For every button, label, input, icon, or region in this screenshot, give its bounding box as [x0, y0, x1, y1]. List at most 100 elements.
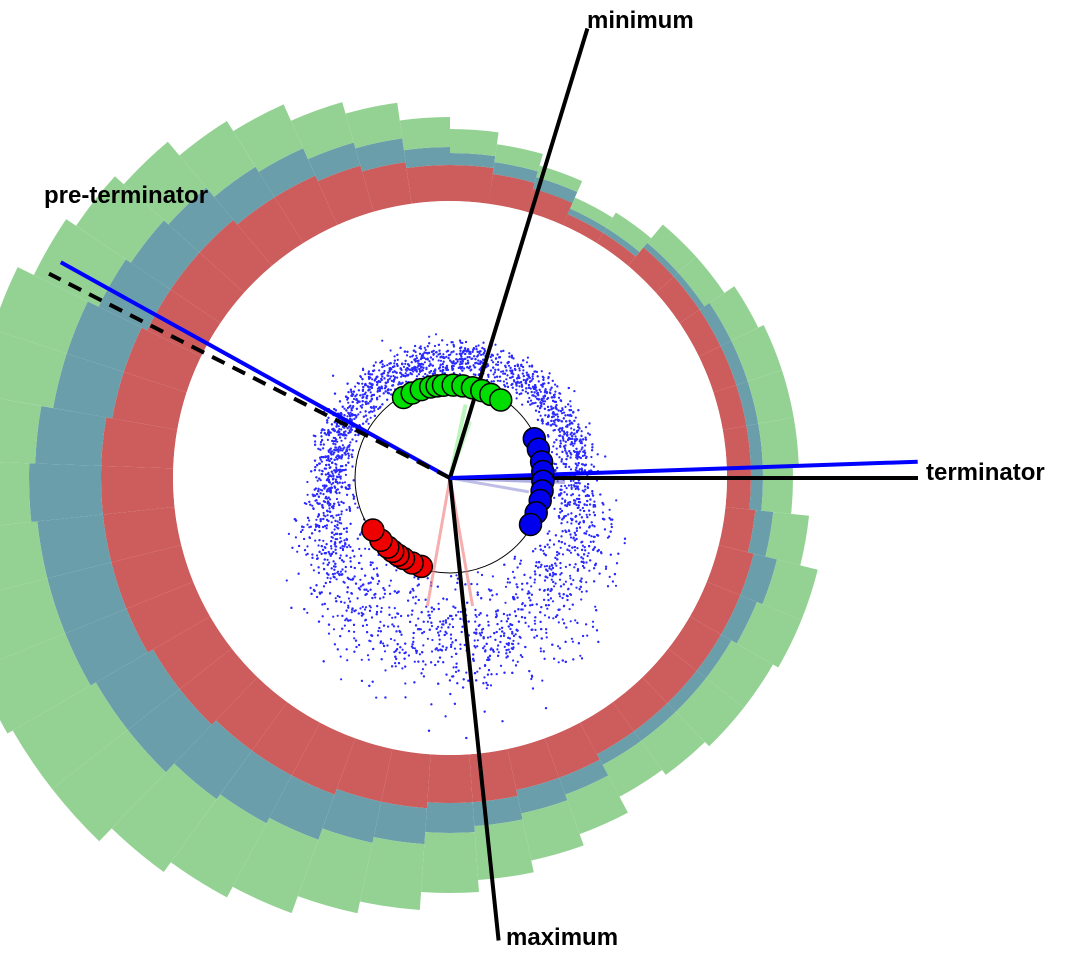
scatter-dot: [580, 560, 583, 563]
scatter-dot: [388, 606, 391, 609]
scatter-dot: [319, 458, 322, 461]
scatter-dot: [319, 448, 322, 451]
scatter-dot: [588, 569, 591, 572]
hist-bar-green-24: [297, 828, 373, 914]
scatter-dot: [536, 375, 539, 378]
scatter-dot: [356, 597, 359, 600]
scatter-dot: [442, 369, 445, 372]
scatter-dot: [346, 406, 349, 410]
scatter-dot: [333, 524, 336, 528]
scatter-dot: [357, 389, 360, 392]
scatter-dot: [534, 564, 538, 568]
scatter-dot: [483, 349, 486, 352]
scatter-dot: [311, 556, 314, 560]
scatter-dot: [333, 572, 336, 575]
scatter-dot: [426, 637, 429, 640]
scatter-dot: [486, 636, 490, 639]
scatter-dot: [432, 349, 435, 352]
scatter-dot: [561, 596, 564, 600]
scatter-dot: [347, 544, 351, 547]
scatter-dot: [391, 623, 394, 626]
scatter-dot: [498, 356, 501, 359]
scatter-dot: [585, 504, 589, 507]
scatter-dot: [457, 610, 460, 614]
scatter-dot: [367, 370, 370, 373]
scatter-dot: [336, 488, 339, 491]
scatter-dot: [384, 381, 387, 384]
scatter-dot: [575, 469, 578, 472]
scatter-dot: [506, 614, 509, 617]
hist-bar-red-3: [562, 213, 604, 244]
scatter-dot: [562, 462, 565, 465]
scatter-dot: [351, 465, 354, 468]
scatter-dot: [470, 368, 473, 371]
scatter-dot: [570, 512, 573, 515]
scatter-dot: [431, 638, 434, 642]
scatter-dot: [589, 559, 592, 562]
hist-bar-teal-41: [258, 148, 316, 198]
scatter-dot: [568, 608, 571, 611]
scatter-dot: [497, 368, 500, 371]
scatter-dot: [348, 448, 351, 451]
scatter-dot: [434, 333, 438, 336]
hist-bar-red-27: [215, 677, 288, 751]
scatter-dot: [560, 522, 563, 525]
scatter-dot: [519, 562, 522, 565]
scatter-dot: [404, 665, 407, 668]
scatter-dot: [571, 546, 574, 549]
scatter-dot: [313, 459, 317, 462]
scatter-dot: [333, 576, 336, 579]
scatter-dot: [583, 490, 586, 493]
scatter-dot: [555, 564, 558, 567]
scatter-dot: [580, 577, 583, 580]
scatter-dot: [325, 433, 328, 436]
scatter-dot: [437, 359, 440, 362]
scatter-dot: [479, 612, 482, 615]
hist-bar-teal-29: [95, 649, 180, 730]
scatter-dot: [364, 606, 368, 609]
hist-bar-green-35: [0, 331, 67, 409]
hist-bar-green-47: [536, 165, 583, 193]
scatter-dot: [548, 574, 552, 577]
scatter-dot: [458, 339, 462, 342]
scatter-dot: [520, 380, 523, 384]
scatter-dot: [516, 596, 519, 599]
scatter-dot: [339, 546, 342, 550]
scatter-dot: [366, 394, 369, 397]
scatter-dot: [511, 375, 514, 378]
scatter-dot: [527, 590, 530, 593]
scatter-dot: [411, 646, 415, 650]
scatter-dot: [548, 391, 552, 394]
scatter-dot: [337, 450, 340, 453]
scatter-dot: [576, 457, 579, 460]
hist-bar-teal-38: [130, 220, 200, 290]
scatter-dot: [565, 505, 569, 508]
hist-bar-green-44: [399, 117, 450, 151]
scatter-dot: [341, 548, 345, 552]
scatter-dot: [379, 380, 382, 383]
scatter-dot: [584, 438, 588, 441]
scatter-dot: [553, 496, 556, 499]
hist-bar-red-6: [655, 276, 700, 324]
scatter-dot: [547, 423, 550, 426]
scatter-dot: [519, 559, 523, 562]
scatter-dot: [531, 603, 534, 607]
hist-bar-red-28: [179, 648, 258, 725]
scatter-dot: [517, 608, 520, 611]
scatter-dot: [547, 409, 550, 412]
scatter-dot: [570, 522, 573, 525]
scatter-dot: [487, 620, 490, 623]
scatter-dot: [521, 372, 524, 375]
hist-bar-teal-39: [168, 187, 234, 253]
scatter-dot: [417, 617, 420, 620]
scatter-dot: [319, 592, 322, 595]
scatter-dot: [442, 353, 445, 356]
scatter-dot: [347, 604, 350, 607]
scatter-dot: [450, 341, 453, 344]
scatter-dot: [330, 545, 333, 548]
scatter-dot: [415, 375, 419, 378]
scatter-dot: [594, 505, 597, 508]
scatter-dot: [550, 405, 553, 408]
scatter-dot: [311, 553, 314, 556]
